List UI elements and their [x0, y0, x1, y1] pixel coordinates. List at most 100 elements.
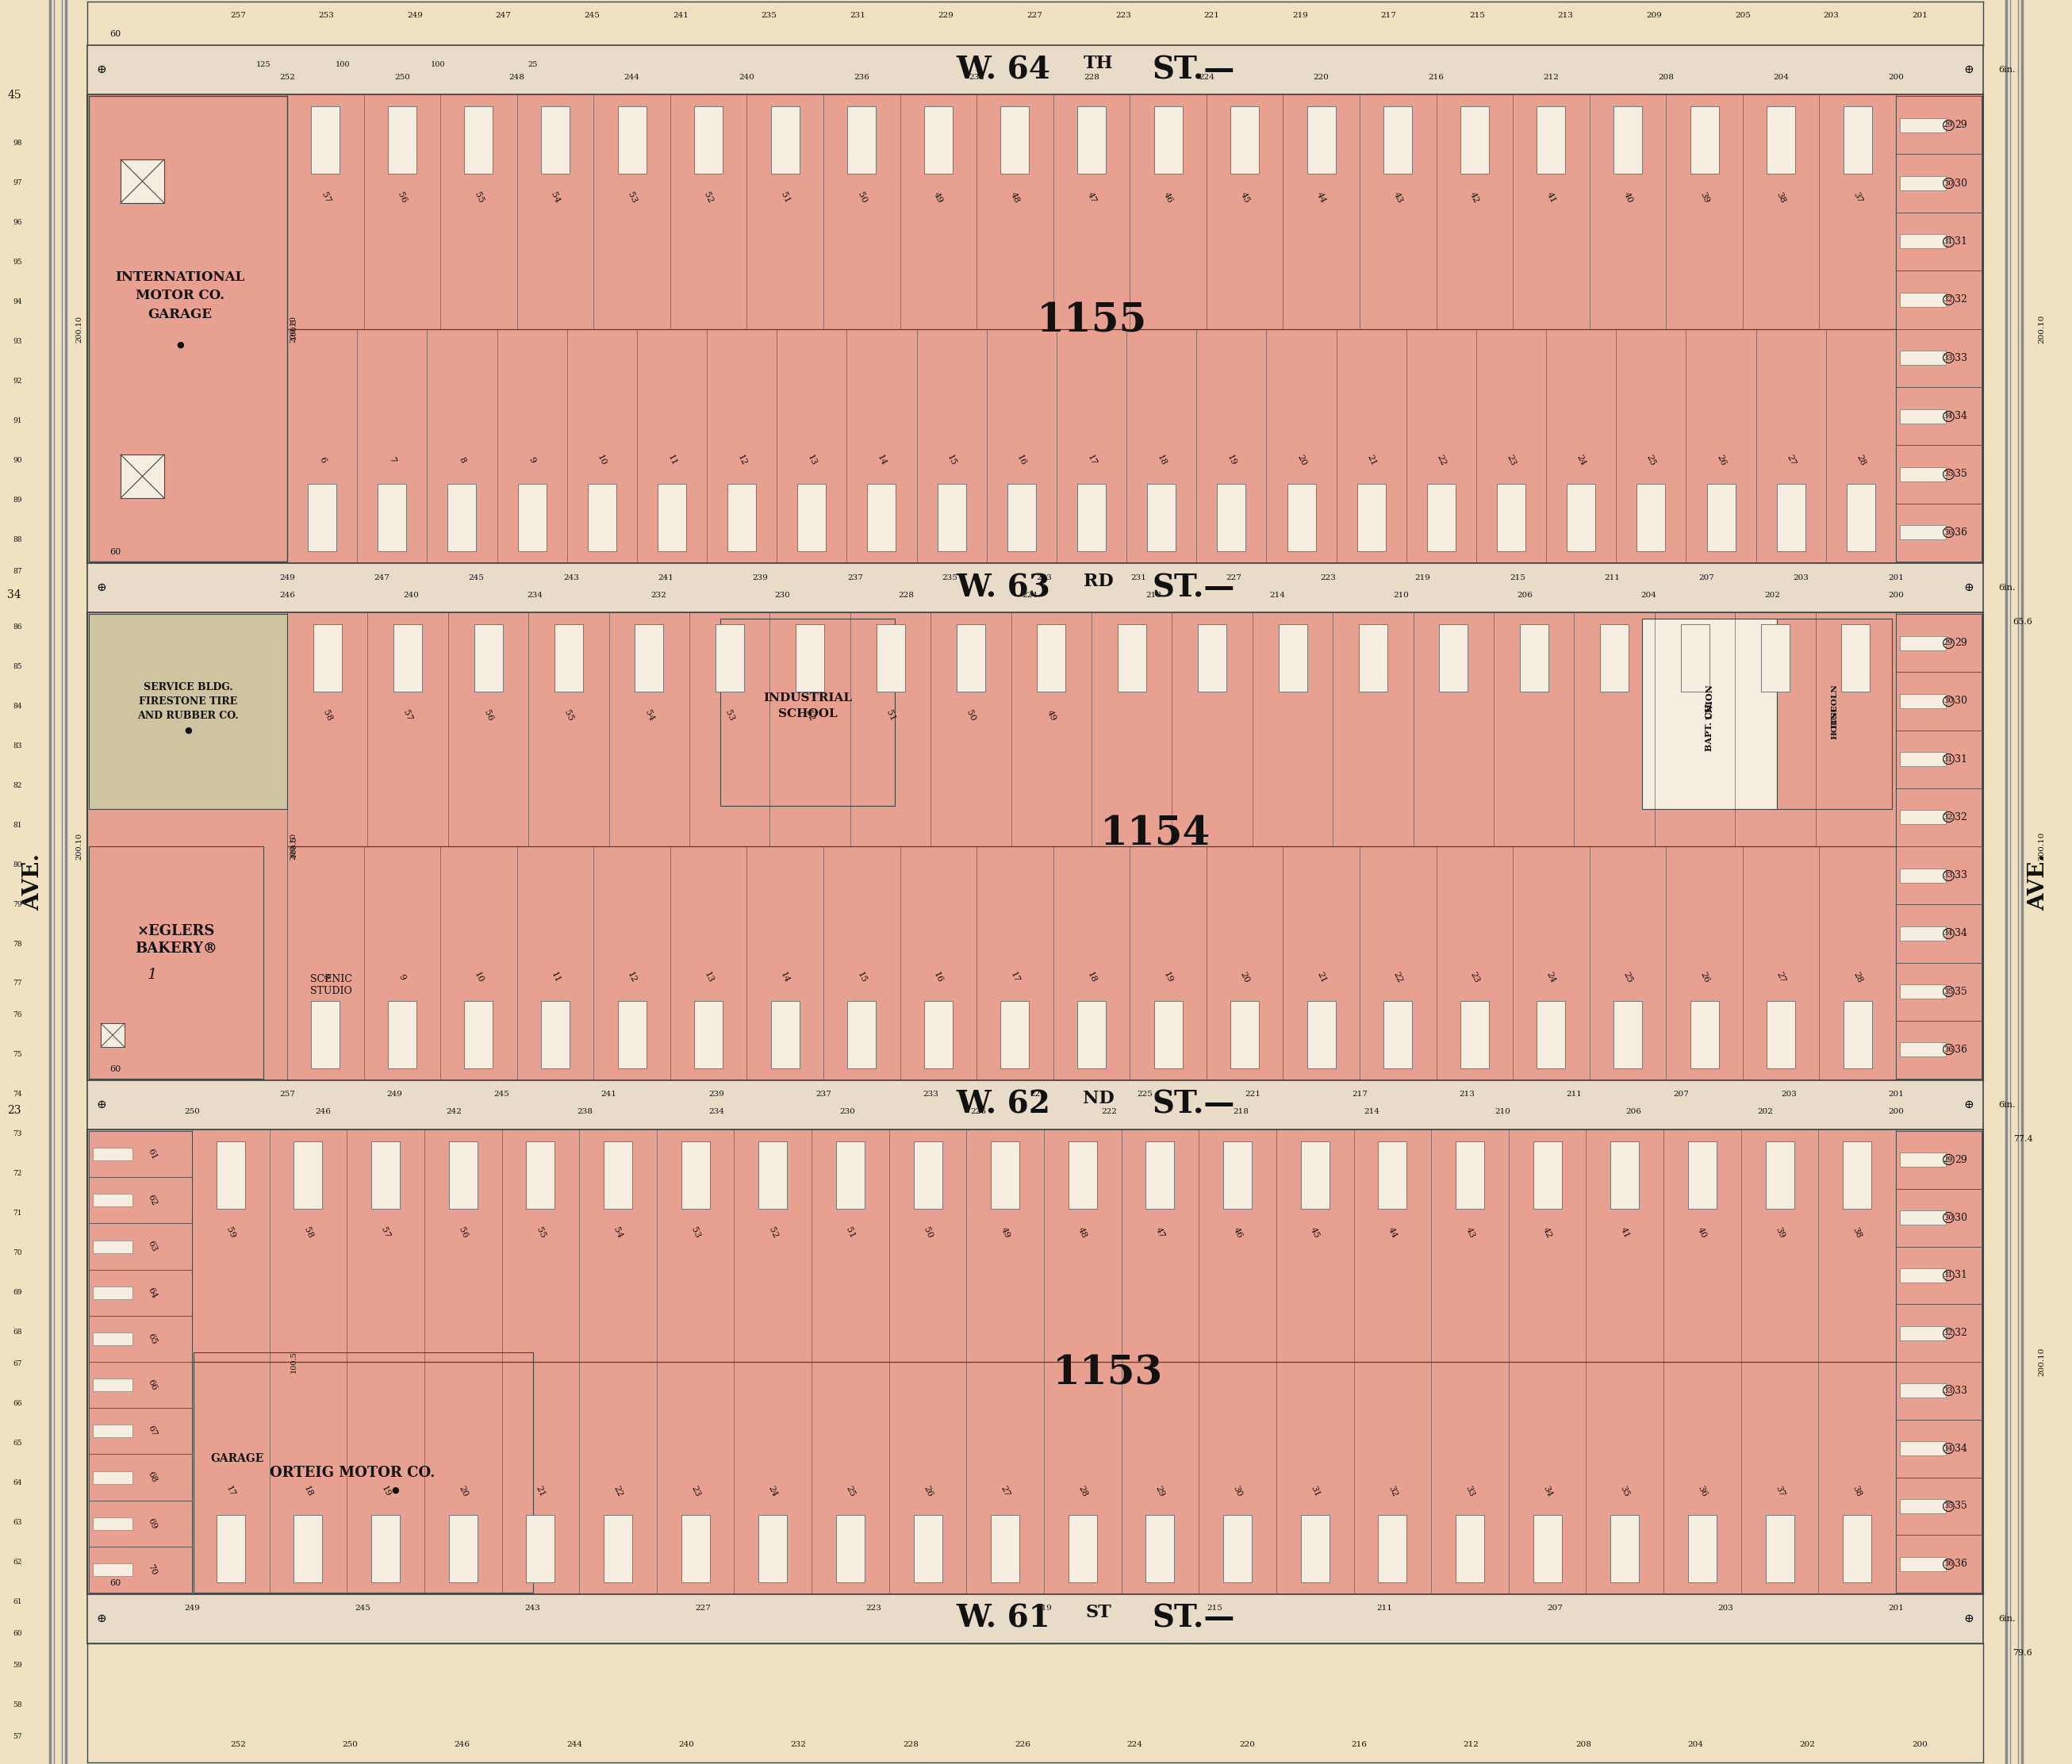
- Text: 49: 49: [999, 1226, 1011, 1240]
- Text: 35: 35: [1954, 469, 1966, 480]
- Bar: [1614, 106, 1641, 173]
- Text: 65: 65: [12, 1439, 23, 1446]
- Text: 14: 14: [779, 970, 792, 984]
- Bar: [1900, 351, 1946, 365]
- Text: 220: 220: [1239, 1741, 1256, 1748]
- Text: 18: 18: [1086, 970, 1098, 984]
- Text: 45: 45: [1310, 1226, 1322, 1240]
- Bar: [937, 483, 966, 552]
- Text: 57: 57: [402, 709, 414, 721]
- Text: 9: 9: [526, 455, 537, 464]
- Bar: [847, 1000, 876, 1069]
- Text: 16: 16: [1015, 453, 1028, 467]
- Text: ○: ○: [1941, 635, 1956, 651]
- Text: 249: 249: [184, 1605, 199, 1612]
- Text: 10: 10: [597, 453, 607, 467]
- Text: 68: 68: [147, 1471, 157, 1484]
- Text: 86: 86: [12, 623, 23, 630]
- Text: 43: 43: [1392, 191, 1405, 205]
- Text: 212: 212: [1463, 1741, 1479, 1748]
- Text: 209: 209: [1647, 12, 1662, 19]
- Bar: [377, 483, 406, 552]
- Bar: [1767, 1000, 1794, 1069]
- Bar: [617, 1000, 646, 1069]
- Bar: [1689, 1141, 1716, 1208]
- Bar: [89, 1270, 193, 1316]
- Bar: [526, 1515, 555, 1582]
- Text: 100: 100: [431, 60, 445, 67]
- Text: ○: ○: [1941, 1556, 1956, 1572]
- Bar: [93, 1148, 133, 1161]
- Text: 78: 78: [12, 940, 23, 947]
- Text: 30: 30: [1944, 180, 1954, 187]
- Text: 203: 203: [1794, 573, 1809, 580]
- Text: 58: 58: [12, 1702, 23, 1709]
- Text: 27: 27: [999, 1484, 1011, 1498]
- Bar: [87, 612, 1983, 1080]
- Bar: [1637, 483, 1666, 552]
- Bar: [89, 614, 288, 810]
- Bar: [294, 1515, 323, 1582]
- Bar: [87, 1129, 1983, 1595]
- Bar: [694, 106, 723, 173]
- Bar: [1844, 1000, 1871, 1069]
- Text: 201: 201: [1888, 573, 1904, 580]
- Bar: [1641, 619, 1778, 810]
- Text: 247: 247: [495, 12, 512, 19]
- Bar: [93, 1332, 133, 1346]
- Text: 257: 257: [280, 1090, 294, 1099]
- Text: ○: ○: [1941, 1441, 1956, 1455]
- Bar: [102, 1023, 124, 1048]
- Bar: [617, 106, 646, 173]
- Text: 223: 223: [1115, 12, 1131, 19]
- Text: ST: ST: [1086, 1603, 1113, 1621]
- Text: 206: 206: [1627, 1108, 1641, 1115]
- Bar: [294, 1141, 323, 1208]
- Text: 33: 33: [1944, 1387, 1954, 1394]
- Text: 35: 35: [1944, 1503, 1954, 1510]
- Text: 21: 21: [535, 1484, 547, 1498]
- Bar: [771, 106, 800, 173]
- Text: 240: 240: [404, 591, 419, 598]
- Text: 32: 32: [1954, 1328, 1966, 1339]
- Text: 36: 36: [1954, 1559, 1966, 1568]
- Bar: [309, 483, 336, 552]
- Bar: [1900, 1383, 1946, 1397]
- Text: 35: 35: [1954, 986, 1966, 997]
- Text: 216: 216: [1351, 1741, 1368, 1748]
- Text: 229: 229: [1030, 1090, 1046, 1099]
- Bar: [715, 624, 744, 691]
- Text: 6in.: 6in.: [1997, 1614, 2016, 1623]
- Text: 246: 246: [315, 1108, 332, 1115]
- Bar: [541, 106, 570, 173]
- Text: 41: 41: [1618, 1226, 1631, 1240]
- Text: 37: 37: [1852, 191, 1863, 205]
- Bar: [1533, 1141, 1562, 1208]
- Bar: [603, 1141, 632, 1208]
- Text: 213: 213: [1459, 1090, 1475, 1099]
- Text: 59: 59: [224, 1226, 236, 1240]
- Bar: [1896, 386, 1981, 445]
- Bar: [1537, 106, 1566, 173]
- Bar: [1765, 1515, 1794, 1582]
- Text: 100: 100: [336, 60, 350, 67]
- Text: 26: 26: [922, 1484, 934, 1498]
- Bar: [87, 46, 1983, 95]
- Bar: [1457, 1141, 1484, 1208]
- Text: 9: 9: [398, 974, 406, 981]
- Bar: [1900, 868, 1946, 882]
- Text: 223: 223: [866, 1605, 881, 1612]
- Bar: [1900, 1327, 1946, 1341]
- Text: 32: 32: [1944, 296, 1954, 303]
- Text: BAKERY®: BAKERY®: [135, 940, 218, 956]
- Bar: [1900, 751, 1946, 766]
- Bar: [1301, 1141, 1330, 1208]
- Bar: [1146, 1141, 1175, 1208]
- Bar: [1378, 1141, 1407, 1208]
- Text: 30: 30: [1944, 1214, 1954, 1221]
- Text: 243: 243: [524, 1605, 541, 1612]
- Text: ○: ○: [1941, 1152, 1956, 1168]
- Bar: [1900, 467, 1946, 482]
- Text: 210: 210: [1392, 591, 1409, 598]
- Bar: [87, 1080, 1983, 1129]
